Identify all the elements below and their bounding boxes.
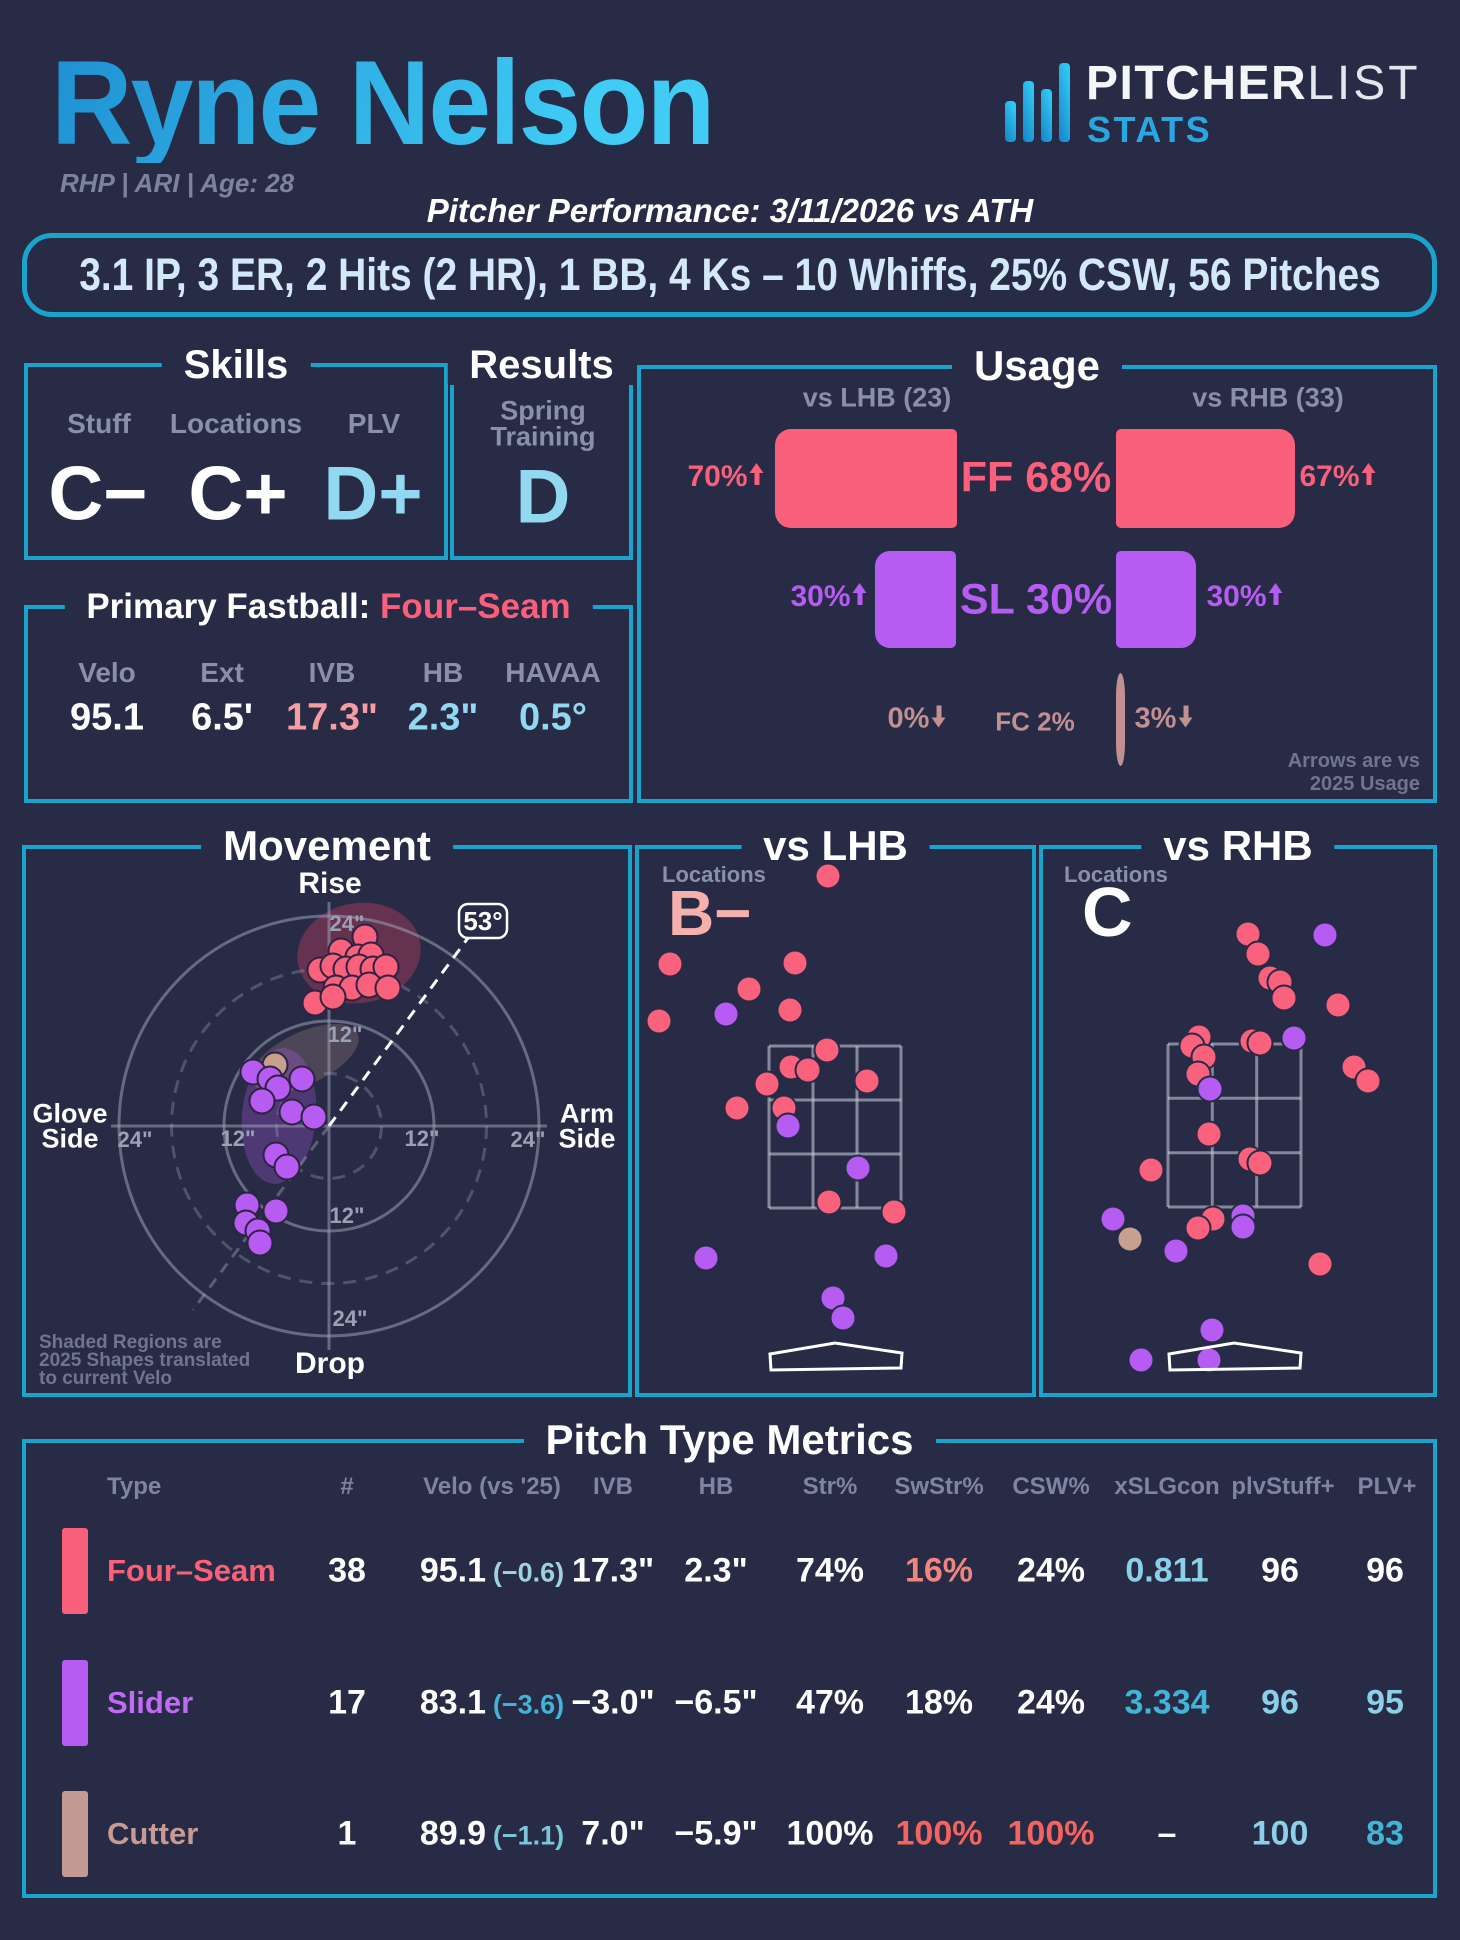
svg-text:24": 24" bbox=[333, 1306, 368, 1331]
svg-text:STATS: STATS bbox=[1087, 109, 1212, 150]
svg-text:12": 12" bbox=[405, 1126, 440, 1151]
svg-text:53°: 53° bbox=[463, 906, 502, 936]
svg-text:24": 24" bbox=[118, 1127, 153, 1152]
svg-text:12": 12" bbox=[221, 1126, 256, 1151]
svg-text:24": 24" bbox=[511, 1127, 546, 1152]
svg-text:PITCHERLIST: PITCHERLIST bbox=[1086, 57, 1421, 110]
svg-text:12": 12" bbox=[328, 1022, 363, 1047]
svg-text:12": 12" bbox=[330, 1203, 365, 1228]
